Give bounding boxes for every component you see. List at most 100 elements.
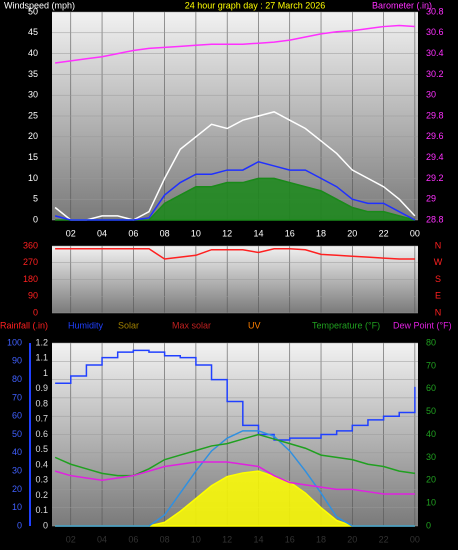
rain-tick-label: 0.8 bbox=[35, 398, 48, 408]
y-tick-label: 180 bbox=[23, 274, 38, 284]
y2-tick-label: 28.8 bbox=[426, 214, 444, 224]
y-tick-label: 100 bbox=[7, 337, 22, 347]
x-tick-label: 06 bbox=[128, 228, 138, 238]
y2-tick-label: W bbox=[434, 257, 443, 267]
y2-tick-label: 0 bbox=[426, 520, 431, 530]
y2-tick-label: N bbox=[435, 307, 442, 317]
x-tick-label: 00 bbox=[410, 228, 420, 238]
y2-tick-label: 30.6 bbox=[426, 27, 444, 37]
legend-entry: Solar bbox=[118, 320, 139, 330]
y-tick-label: 10 bbox=[28, 173, 38, 183]
y-tick-label: 0 bbox=[33, 307, 38, 317]
y2-tick-label: S bbox=[435, 274, 441, 284]
y2-tick-label: 29.8 bbox=[426, 110, 444, 120]
y-tick-label: 30 bbox=[12, 465, 22, 475]
rain-tick-label: 1.2 bbox=[35, 337, 48, 347]
series-line bbox=[55, 349, 416, 441]
y2-tick-label: E bbox=[435, 291, 441, 301]
series-line bbox=[55, 430, 415, 527]
x-tick-label: 02 bbox=[66, 534, 76, 544]
y-tick-label: 80 bbox=[12, 374, 22, 384]
rain-tick-label: 0.2 bbox=[35, 490, 48, 500]
y-tick-label: 270 bbox=[23, 257, 38, 267]
rain-tick-label: 0.3 bbox=[35, 475, 48, 485]
y-tick-label: 25 bbox=[28, 110, 38, 120]
y-tick-label: 0 bbox=[17, 520, 22, 530]
legend-entry: Max solar bbox=[172, 320, 211, 330]
x-tick-label: 02 bbox=[66, 228, 76, 238]
y-tick-label: 30 bbox=[28, 90, 38, 100]
x-tick-label: 10 bbox=[191, 228, 201, 238]
y2-tick-label: 20 bbox=[426, 475, 436, 485]
series-line bbox=[54, 461, 415, 495]
x-tick-label: 18 bbox=[316, 534, 326, 544]
y-tick-label: 10 bbox=[12, 502, 22, 512]
y2-tick-label: 30.4 bbox=[426, 48, 444, 58]
x-tick-label: 06 bbox=[128, 534, 138, 544]
y2-tick-label: 10 bbox=[426, 498, 436, 508]
series-line bbox=[54, 433, 415, 477]
rain-tick-label: 0.6 bbox=[35, 429, 48, 439]
y2-tick-label: 70 bbox=[426, 360, 436, 370]
y-tick-label: 50 bbox=[12, 429, 22, 439]
legend-entry: Dew Point (°F) bbox=[393, 320, 452, 330]
x-tick-label: 10 bbox=[191, 534, 201, 544]
rain-tick-label: 0.4 bbox=[35, 459, 48, 469]
y2-tick-label: 30 bbox=[426, 90, 436, 100]
x-tick-label: 04 bbox=[97, 228, 107, 238]
y2-tick-label: 60 bbox=[426, 383, 436, 393]
x-tick-label: 14 bbox=[253, 534, 263, 544]
x-tick-label: 12 bbox=[222, 228, 232, 238]
y-tick-label: 90 bbox=[28, 291, 38, 301]
rain-tick-label: 0 bbox=[43, 520, 48, 530]
rain-tick-label: 1.1 bbox=[35, 353, 48, 363]
series-line bbox=[54, 160, 416, 221]
legend-entry: Humidity bbox=[68, 320, 104, 330]
x-tick-label: 16 bbox=[285, 228, 295, 238]
x-tick-label: 08 bbox=[160, 534, 170, 544]
wind-axis-label: Windspeed (mph) bbox=[4, 0, 75, 10]
y2-tick-label: 29.2 bbox=[426, 173, 444, 183]
rain-axis-label: Rainfall (.in) bbox=[0, 320, 48, 330]
y2-tick-label: 29.4 bbox=[426, 152, 444, 162]
y2-tick-label: N bbox=[435, 240, 442, 250]
x-tick-label: 00 bbox=[410, 534, 420, 544]
y2-tick-label: 29.6 bbox=[426, 131, 444, 141]
y-tick-label: 20 bbox=[28, 131, 38, 141]
uv-label: UV bbox=[248, 320, 261, 330]
series-line bbox=[54, 111, 416, 221]
y2-tick-label: 80 bbox=[426, 337, 436, 347]
y-tick-label: 5 bbox=[33, 194, 38, 204]
x-tick-label: 22 bbox=[379, 534, 389, 544]
y-tick-label: 40 bbox=[28, 48, 38, 58]
x-tick-label: 20 bbox=[347, 534, 357, 544]
barometer-axis-label: Barometer (.in) bbox=[372, 0, 432, 10]
rain-tick-label: 0.5 bbox=[35, 444, 48, 454]
y-tick-label: 45 bbox=[28, 27, 38, 37]
rain-tick-label: 0.7 bbox=[35, 414, 48, 424]
legend-entry: Temperature (°F) bbox=[312, 320, 380, 330]
x-tick-label: 08 bbox=[160, 228, 170, 238]
y2-tick-label: 40 bbox=[426, 429, 436, 439]
y-tick-label: 40 bbox=[12, 447, 22, 457]
x-tick-label: 20 bbox=[347, 228, 357, 238]
y2-tick-label: 29 bbox=[426, 194, 436, 204]
y-tick-label: 50 bbox=[28, 6, 38, 16]
x-tick-label: 04 bbox=[97, 534, 107, 544]
y-tick-label: 35 bbox=[28, 69, 38, 79]
x-tick-label: 12 bbox=[222, 534, 232, 544]
series-line bbox=[55, 248, 415, 260]
chart-title: 24 hour graph day : 27 March 2026 bbox=[185, 0, 326, 10]
y2-tick-label: 30 bbox=[426, 452, 436, 462]
y2-tick-label: 30.8 bbox=[426, 6, 444, 16]
y-tick-label: 20 bbox=[12, 484, 22, 494]
x-tick-label: 18 bbox=[316, 228, 326, 238]
x-tick-label: 22 bbox=[379, 228, 389, 238]
x-tick-label: 14 bbox=[253, 228, 263, 238]
y-tick-label: 70 bbox=[12, 392, 22, 402]
y2-tick-label: 50 bbox=[426, 406, 436, 416]
series-line bbox=[55, 24, 415, 64]
y2-tick-label: 30.2 bbox=[426, 69, 444, 79]
rain-tick-label: 1 bbox=[43, 368, 48, 378]
